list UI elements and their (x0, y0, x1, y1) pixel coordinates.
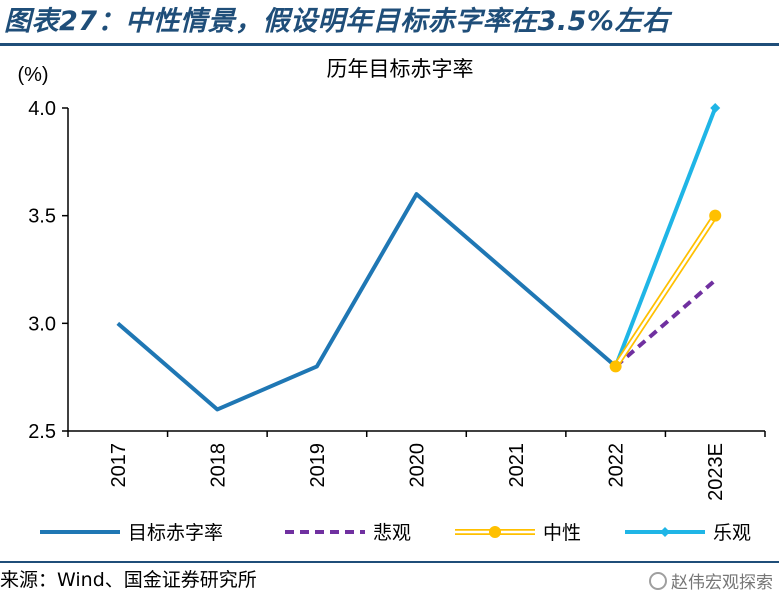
source-note: 来源：Wind、国金证券研究所 (0, 569, 257, 591)
legend-marker (660, 527, 670, 537)
series-line (613, 107, 718, 368)
line-chart: 历年目标赤字率 (%) 2.5 3.0 3.5 4.0 2017 2018 2019 2020… (17, 57, 766, 544)
series-line (614, 278, 717, 368)
legend-label: 乐观 (713, 522, 751, 544)
x-tick-label: 2023E (705, 443, 727, 501)
series-1 (614, 278, 717, 368)
figure-title: 图表27：中性情景，假设明年目标赤字率在3.5%左右 (4, 6, 670, 37)
series-line-inner (614, 214, 717, 368)
legend-label: 悲观 (373, 522, 411, 544)
legend-item-1: 悲观 (285, 522, 411, 544)
data-point (709, 209, 722, 222)
y-tick-label: 3.0 (28, 313, 56, 335)
legend-label: 目标赤字率 (128, 522, 223, 544)
data-point (609, 360, 622, 373)
bottom-rule (0, 561, 779, 563)
y-tick-label: 3.5 (28, 206, 56, 228)
series-2 (609, 209, 722, 373)
watermark-text: 赵伟宏观探索 (671, 573, 773, 593)
watermark: 赵伟宏观探索 (649, 568, 773, 593)
y-axis-unit: (%) (17, 64, 48, 86)
legend-item-0: 目标赤字率 (40, 522, 223, 544)
wechat-icon (649, 571, 667, 590)
legend-label: 中性 (543, 522, 581, 544)
axes: 2.5 3.0 3.5 4.0 2017 2018 2019 2020 2021 2022 2023… (28, 98, 766, 501)
legend-marker (489, 526, 501, 538)
x-tick-label: 2022 (606, 443, 628, 488)
x-tick-label: 2019 (307, 443, 329, 488)
x-tick-label: 2018 (207, 443, 229, 488)
title-rule (0, 43, 779, 46)
y-tick-label: 4.0 (28, 98, 56, 120)
legend-item-3: 乐观 (625, 522, 751, 544)
x-tick-label: 2021 (506, 443, 528, 488)
series-line (116, 192, 617, 412)
chart-title: 历年目标赤字率 (327, 57, 474, 81)
series-0 (116, 192, 617, 412)
x-tick-label: 2017 (108, 443, 130, 488)
legend: 目标赤字率 悲观 中性 乐观 (40, 522, 751, 544)
y-tick-label: 2.5 (28, 421, 56, 443)
legend-item-2: 中性 (455, 522, 581, 544)
series-layer (116, 103, 722, 412)
data-point (710, 103, 721, 113)
x-tick-label: 2020 (407, 443, 429, 488)
